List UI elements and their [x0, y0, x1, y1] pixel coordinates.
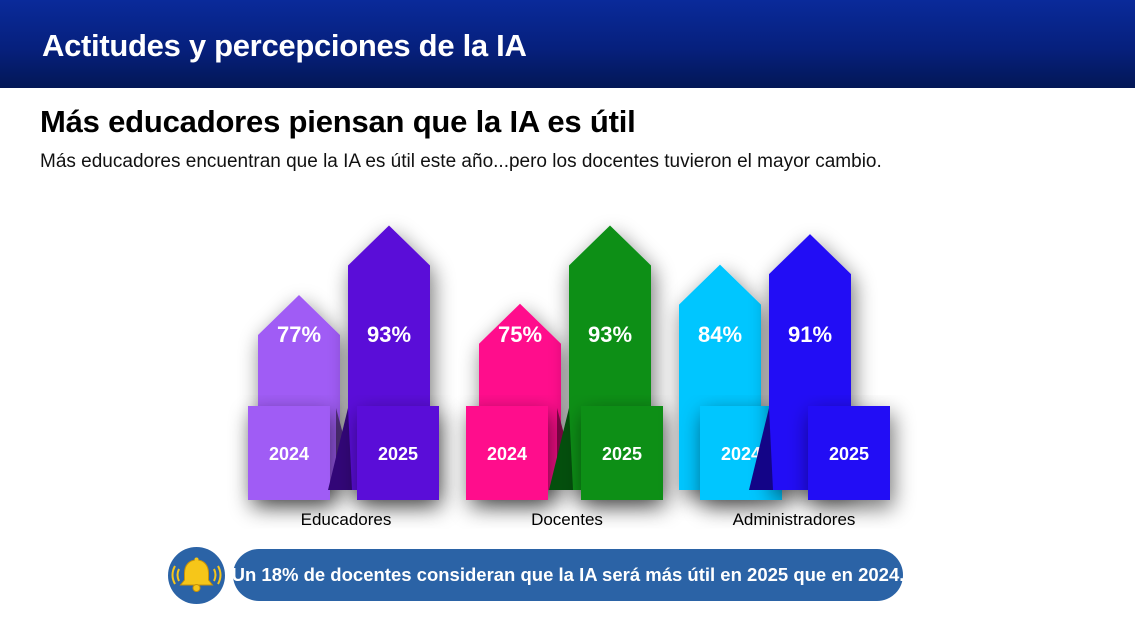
series-label: 2024: [721, 444, 761, 464]
year-box-educadores-2024: [248, 406, 330, 500]
category-label: Docentes: [531, 510, 603, 529]
value-label: 93%: [367, 322, 411, 347]
bar-fold-shadow: [549, 408, 573, 490]
year-box-administradores-2025: [808, 406, 890, 500]
year-box-educadores-2025: [357, 406, 439, 500]
year-box-docentes-2025: [581, 406, 663, 500]
page-subtitle: Más educadores encuentran que la IA es ú…: [40, 151, 882, 172]
category-label: Educadores: [301, 510, 392, 529]
bell-icon: [171, 557, 222, 592]
value-label: 93%: [588, 322, 632, 347]
year-box-docentes-2024: [466, 406, 548, 500]
category-label: Administradores: [733, 510, 856, 529]
bars-group: 77% 2024 93% 2025 Educadores 75% 2024 93% 2025 Do…: [248, 225, 890, 529]
header-bar: Actitudes y percepciones de la IA: [0, 0, 1135, 88]
value-label: 84%: [698, 322, 742, 347]
bell-badge: [168, 547, 225, 604]
callout-banner: Un 18% de docentes consideran que la IA …: [231, 549, 905, 601]
series-label: 2025: [602, 444, 642, 464]
series-label: 2025: [378, 444, 418, 464]
header-title: Actitudes y percepciones de la IA: [42, 28, 527, 63]
series-label: 2025: [829, 444, 869, 464]
page-headline: Más educadores piensan que la IA es útil: [40, 104, 636, 139]
value-label: 77%: [277, 322, 321, 347]
bar-fold-shadow: [749, 408, 773, 490]
value-label: 91%: [788, 322, 832, 347]
bar-fold-shadow: [328, 408, 352, 490]
callout-text: Un 18% de docentes consideran que la IA …: [231, 564, 905, 585]
series-label: 2024: [487, 444, 527, 464]
value-label: 75%: [498, 322, 542, 347]
series-label: 2024: [269, 444, 309, 464]
bar-chart: 77% 2024 93% 2025 Educadores 75% 2024 93% 2025 Do…: [248, 225, 890, 529]
